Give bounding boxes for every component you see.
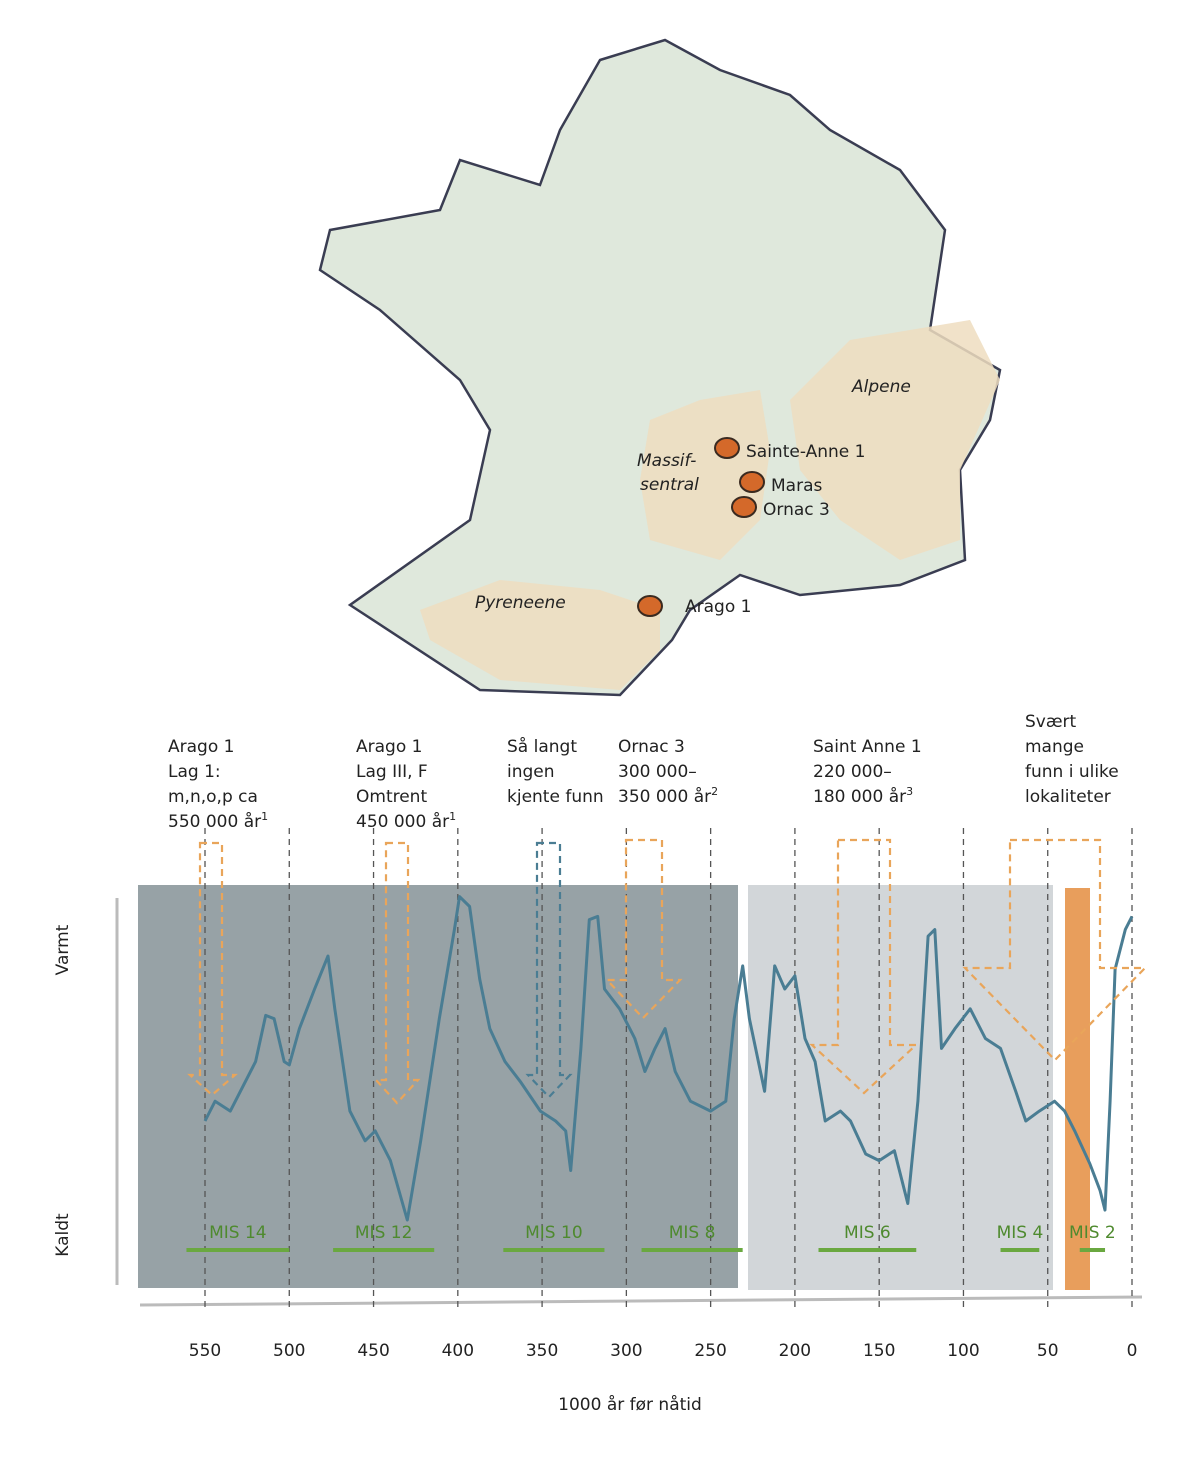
mis-label: MIS 12 xyxy=(355,1223,413,1243)
region-label: sentral xyxy=(640,475,699,495)
annotation: 350 000 år2 xyxy=(618,785,718,807)
region-label: Alpene xyxy=(851,377,911,397)
x-tick-label: 500 xyxy=(273,1341,305,1361)
mis-label: MIS 6 xyxy=(844,1223,891,1243)
annotation: m,n,o,p ca xyxy=(168,787,258,807)
annotation-ref: 1 xyxy=(449,810,456,823)
x-tick-label: 450 xyxy=(357,1341,389,1361)
period-shade xyxy=(748,885,1053,1290)
site-dot xyxy=(731,496,757,518)
period-shade xyxy=(1065,888,1090,1290)
annotation: mange xyxy=(1025,737,1084,757)
y-label: Varmt xyxy=(53,924,73,975)
arrow xyxy=(187,841,238,1097)
region-label: Pyreneene xyxy=(475,593,566,613)
annotation: Lag 1: xyxy=(168,762,221,782)
annotation: Arago 1 xyxy=(356,737,422,757)
site-label: Arago 1 xyxy=(685,597,751,617)
period-shade xyxy=(138,885,738,1288)
arrow xyxy=(604,838,683,1020)
arrow xyxy=(525,841,573,1099)
region-label: Massif- xyxy=(637,451,696,471)
annotation: ingen xyxy=(507,762,555,782)
mis-label: MIS 2 xyxy=(1069,1223,1116,1243)
x-tick-label: 100 xyxy=(947,1341,979,1361)
annotation: 450 000 år1 xyxy=(356,810,456,832)
site-label: Ornac 3 xyxy=(763,500,830,520)
annotation: kjente funn xyxy=(507,787,604,807)
annotation: 180 000 år3 xyxy=(813,785,913,807)
mis-label: MIS 4 xyxy=(997,1223,1044,1243)
annotation: 300 000– xyxy=(618,762,697,782)
annotation: 220 000– xyxy=(813,762,892,782)
x-axis xyxy=(139,1295,1143,1307)
site-dot xyxy=(739,471,765,493)
annotation-ref: 1 xyxy=(261,810,268,823)
annotation: Så langt xyxy=(507,736,577,757)
site-label: Sainte-Anne 1 xyxy=(746,442,865,462)
x-tick-label: 350 xyxy=(526,1341,558,1361)
site-dot xyxy=(714,437,740,459)
site-dot xyxy=(637,595,663,617)
pyrenees xyxy=(420,580,660,690)
arrow xyxy=(373,841,421,1105)
annotation: Arago 1 xyxy=(168,737,234,757)
map: Alpene Massif- sentral Pyreneene Sainte-… xyxy=(318,38,1002,697)
x-tick-label: 300 xyxy=(610,1341,642,1361)
annotation: Lag III, F xyxy=(356,762,428,782)
arrow xyxy=(809,838,919,1095)
annotation: lokaliteter xyxy=(1025,787,1111,807)
mis-label: MIS 14 xyxy=(209,1223,267,1243)
annotation: Svært xyxy=(1025,712,1077,732)
annotation: 550 000 år1 xyxy=(168,810,268,832)
alps xyxy=(790,320,1000,560)
annotation-ref: 2 xyxy=(711,785,718,798)
site-label: Maras xyxy=(771,476,822,496)
x-label: 1000 år før nåtid xyxy=(558,1394,702,1415)
mis-label: MIS 8 xyxy=(669,1223,716,1243)
arrows xyxy=(187,838,1148,1105)
arrow xyxy=(962,838,1148,1062)
x-tick-label: 250 xyxy=(694,1341,726,1361)
y-label: Kaldt xyxy=(53,1213,73,1257)
annotation-ref: 3 xyxy=(906,785,913,798)
annotation: Omtrent xyxy=(356,787,427,807)
x-tick-label: 0 xyxy=(1127,1341,1138,1361)
x-tick-label: 150 xyxy=(863,1341,895,1361)
mis-label: MIS 10 xyxy=(525,1223,583,1243)
france xyxy=(318,38,1002,697)
x-tick-label: 550 xyxy=(189,1341,221,1361)
x-tick-label: 400 xyxy=(442,1341,474,1361)
x-tick-label: 50 xyxy=(1037,1341,1059,1361)
annotation: Saint Anne 1 xyxy=(813,737,922,757)
annotation: Ornac 3 xyxy=(618,737,685,757)
massif xyxy=(640,390,770,560)
x-tick-label: 200 xyxy=(779,1341,811,1361)
climate-curve xyxy=(203,895,1134,1222)
annotation: funn i ulike xyxy=(1025,762,1119,782)
